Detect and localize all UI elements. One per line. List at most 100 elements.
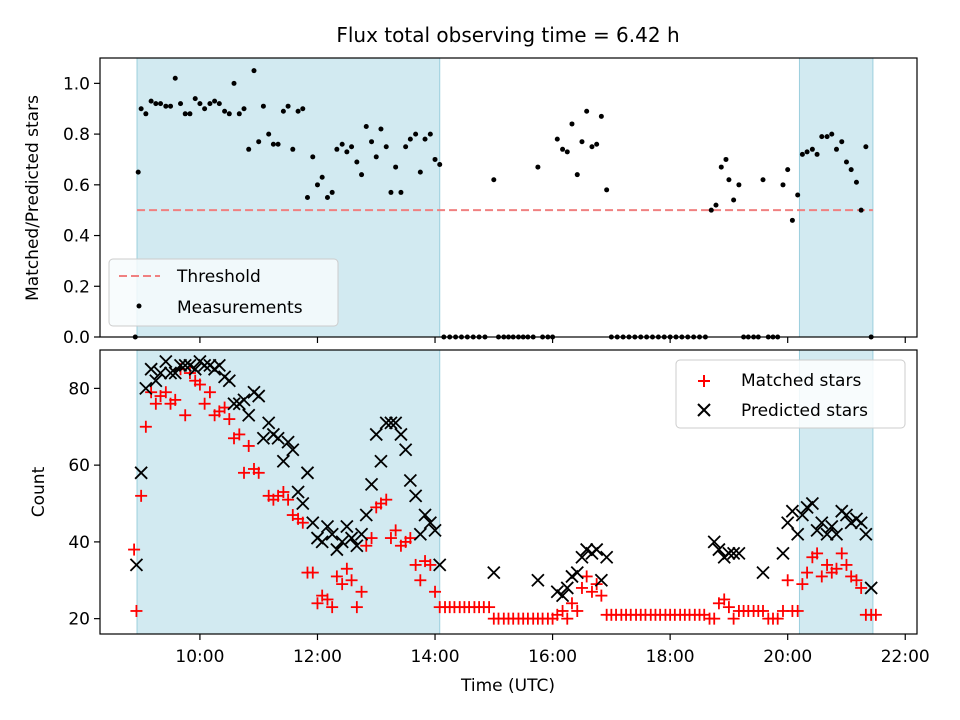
measurement-point (560, 146, 566, 152)
measurement-point (363, 123, 369, 129)
predicted-star-marker-b (859, 527, 873, 541)
predicted-star-marker-b (829, 527, 844, 541)
predicted-star-marker-b (600, 550, 614, 564)
predicted-star-marker-b (335, 535, 349, 549)
predicted-star-marker-b (139, 381, 153, 396)
predicted-star-point (859, 527, 873, 541)
x-tick-label: 16:00 (528, 647, 577, 667)
matched-star-point (414, 574, 427, 587)
measurement-point (863, 144, 869, 150)
measurement-point (829, 131, 835, 137)
measurement-point (359, 172, 365, 178)
measurement-point (564, 149, 570, 155)
predicted-star-point (173, 358, 188, 372)
bottom-x-axis-label: Time (UTC) (460, 676, 555, 696)
predicted-star-marker-b (403, 473, 417, 488)
matched-star-point (718, 593, 731, 606)
predicted-star-marker-b (344, 531, 359, 545)
predicted-star-marker-b (726, 546, 741, 561)
measurement-point (723, 156, 729, 162)
predicted-star-marker-b (413, 527, 427, 541)
measurement-point (260, 103, 266, 109)
measurement-point (393, 164, 399, 170)
measurement-point (231, 80, 237, 86)
predicted-star-marker-b (134, 466, 148, 480)
matched-star-point (815, 570, 828, 583)
predicted-star-marker-b (423, 516, 437, 530)
measurement-point (799, 151, 805, 157)
predicted-star-point (575, 550, 589, 564)
predicted-star-marker-b (286, 443, 300, 457)
predicted-star-marker-b (864, 581, 878, 595)
predicted-star-point (271, 431, 285, 445)
measurement-point (403, 144, 409, 150)
predicted-star-marker-b (781, 516, 795, 530)
matched-star-point (796, 578, 809, 591)
measurement-point (427, 131, 433, 137)
predicted-star-point (374, 454, 388, 468)
matched-star-point (321, 593, 334, 606)
predicted-star-point (262, 416, 276, 430)
predicted-star-marker-b (854, 516, 868, 530)
predicted-star-point (428, 523, 442, 538)
predicted-star-point (555, 588, 570, 603)
matched-star-point (159, 386, 172, 399)
x-tick-label: 10:00 (175, 647, 224, 667)
matched-star-point (757, 604, 770, 617)
matched-star-point (429, 585, 442, 598)
measurement-point (726, 177, 732, 183)
predicted-star-marker-b (300, 466, 315, 480)
predicted-star-point (810, 523, 824, 538)
predicted-star-point (399, 443, 413, 457)
measurement-point (731, 197, 737, 203)
measurement-point (246, 146, 252, 152)
predicted-star-point (413, 527, 427, 541)
top-legend-box (108, 258, 339, 327)
predicted-star-point (242, 408, 256, 422)
predicted-star-marker-b (791, 527, 805, 541)
matched-star-point (203, 386, 216, 399)
predicted-star-point (256, 431, 271, 445)
measurement-point (300, 106, 306, 112)
matched-star-point (556, 604, 569, 617)
predicted-star-marker-b (222, 374, 236, 388)
predicted-star-marker-b (418, 508, 432, 522)
predicted-star-marker-b (433, 558, 447, 572)
measurement-point (256, 139, 262, 145)
measurement-point (839, 139, 845, 145)
predicted-star-point (384, 416, 398, 430)
measurement-point (554, 136, 560, 142)
predicted-star-marker-b (242, 408, 256, 422)
predicted-star-point (839, 508, 854, 522)
measurement-point (153, 101, 159, 107)
measurement-point (314, 182, 320, 188)
matched-star-point (727, 612, 740, 625)
matched-star-point (139, 420, 152, 433)
predicted-star-marker-b (144, 362, 158, 376)
matched-star-point (722, 601, 735, 614)
matched-star-point (238, 466, 251, 479)
matched-star-point (424, 558, 437, 571)
matched-star-point (252, 466, 265, 479)
predicted-star-marker-b (237, 393, 251, 407)
matched-star-point (149, 397, 162, 410)
predicted-star-point (594, 573, 609, 587)
matched-star-point (869, 608, 882, 621)
measurement-point (736, 182, 742, 188)
measurement-point (708, 207, 714, 213)
predicted-star-marker-b (197, 358, 212, 372)
predicted-star-point (570, 565, 584, 580)
chart-title: Flux total observing time = 6.42 h (336, 23, 679, 47)
predicted-star-marker-b (399, 443, 413, 457)
predicted-star-marker-b (173, 358, 188, 372)
legend-measurements-swatch (136, 303, 142, 309)
matched-star-point (130, 604, 143, 617)
matched-star-point (218, 401, 231, 414)
measurement-point (535, 164, 541, 170)
y-tick-label: 0.0 (63, 328, 90, 348)
measurement-point (222, 108, 228, 114)
predicted-star-marker-b (149, 374, 163, 388)
measurement-point (848, 167, 854, 173)
matched-star-point (179, 409, 192, 422)
predicted-star-marker-b (389, 416, 403, 430)
